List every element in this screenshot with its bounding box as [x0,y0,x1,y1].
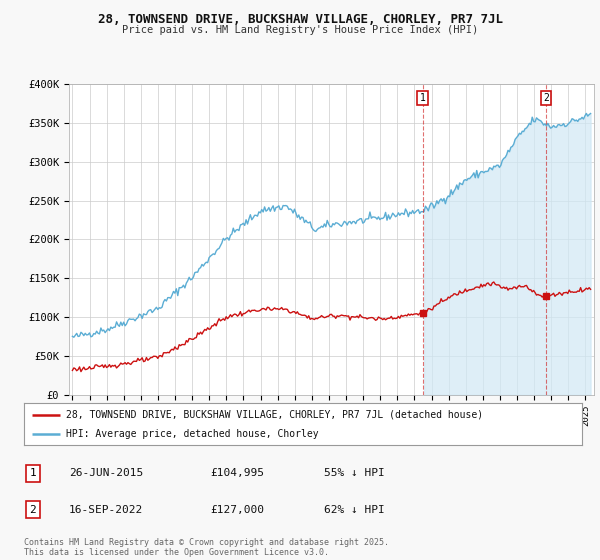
Text: 16-SEP-2022: 16-SEP-2022 [69,505,143,515]
Text: HPI: Average price, detached house, Chorley: HPI: Average price, detached house, Chor… [66,429,319,439]
Text: 55% ↓ HPI: 55% ↓ HPI [324,468,385,478]
Text: 62% ↓ HPI: 62% ↓ HPI [324,505,385,515]
Text: 28, TOWNSEND DRIVE, BUCKSHAW VILLAGE, CHORLEY, PR7 7JL: 28, TOWNSEND DRIVE, BUCKSHAW VILLAGE, CH… [97,13,503,26]
Text: £104,995: £104,995 [210,468,264,478]
Text: 1: 1 [420,93,425,103]
Text: 1: 1 [29,468,37,478]
Text: £127,000: £127,000 [210,505,264,515]
Text: Price paid vs. HM Land Registry's House Price Index (HPI): Price paid vs. HM Land Registry's House … [122,25,478,35]
Text: Contains HM Land Registry data © Crown copyright and database right 2025.
This d: Contains HM Land Registry data © Crown c… [24,538,389,557]
Text: 28, TOWNSEND DRIVE, BUCKSHAW VILLAGE, CHORLEY, PR7 7JL (detached house): 28, TOWNSEND DRIVE, BUCKSHAW VILLAGE, CH… [66,409,483,419]
Text: 2: 2 [543,93,549,103]
Text: 2: 2 [29,505,37,515]
Text: 26-JUN-2015: 26-JUN-2015 [69,468,143,478]
